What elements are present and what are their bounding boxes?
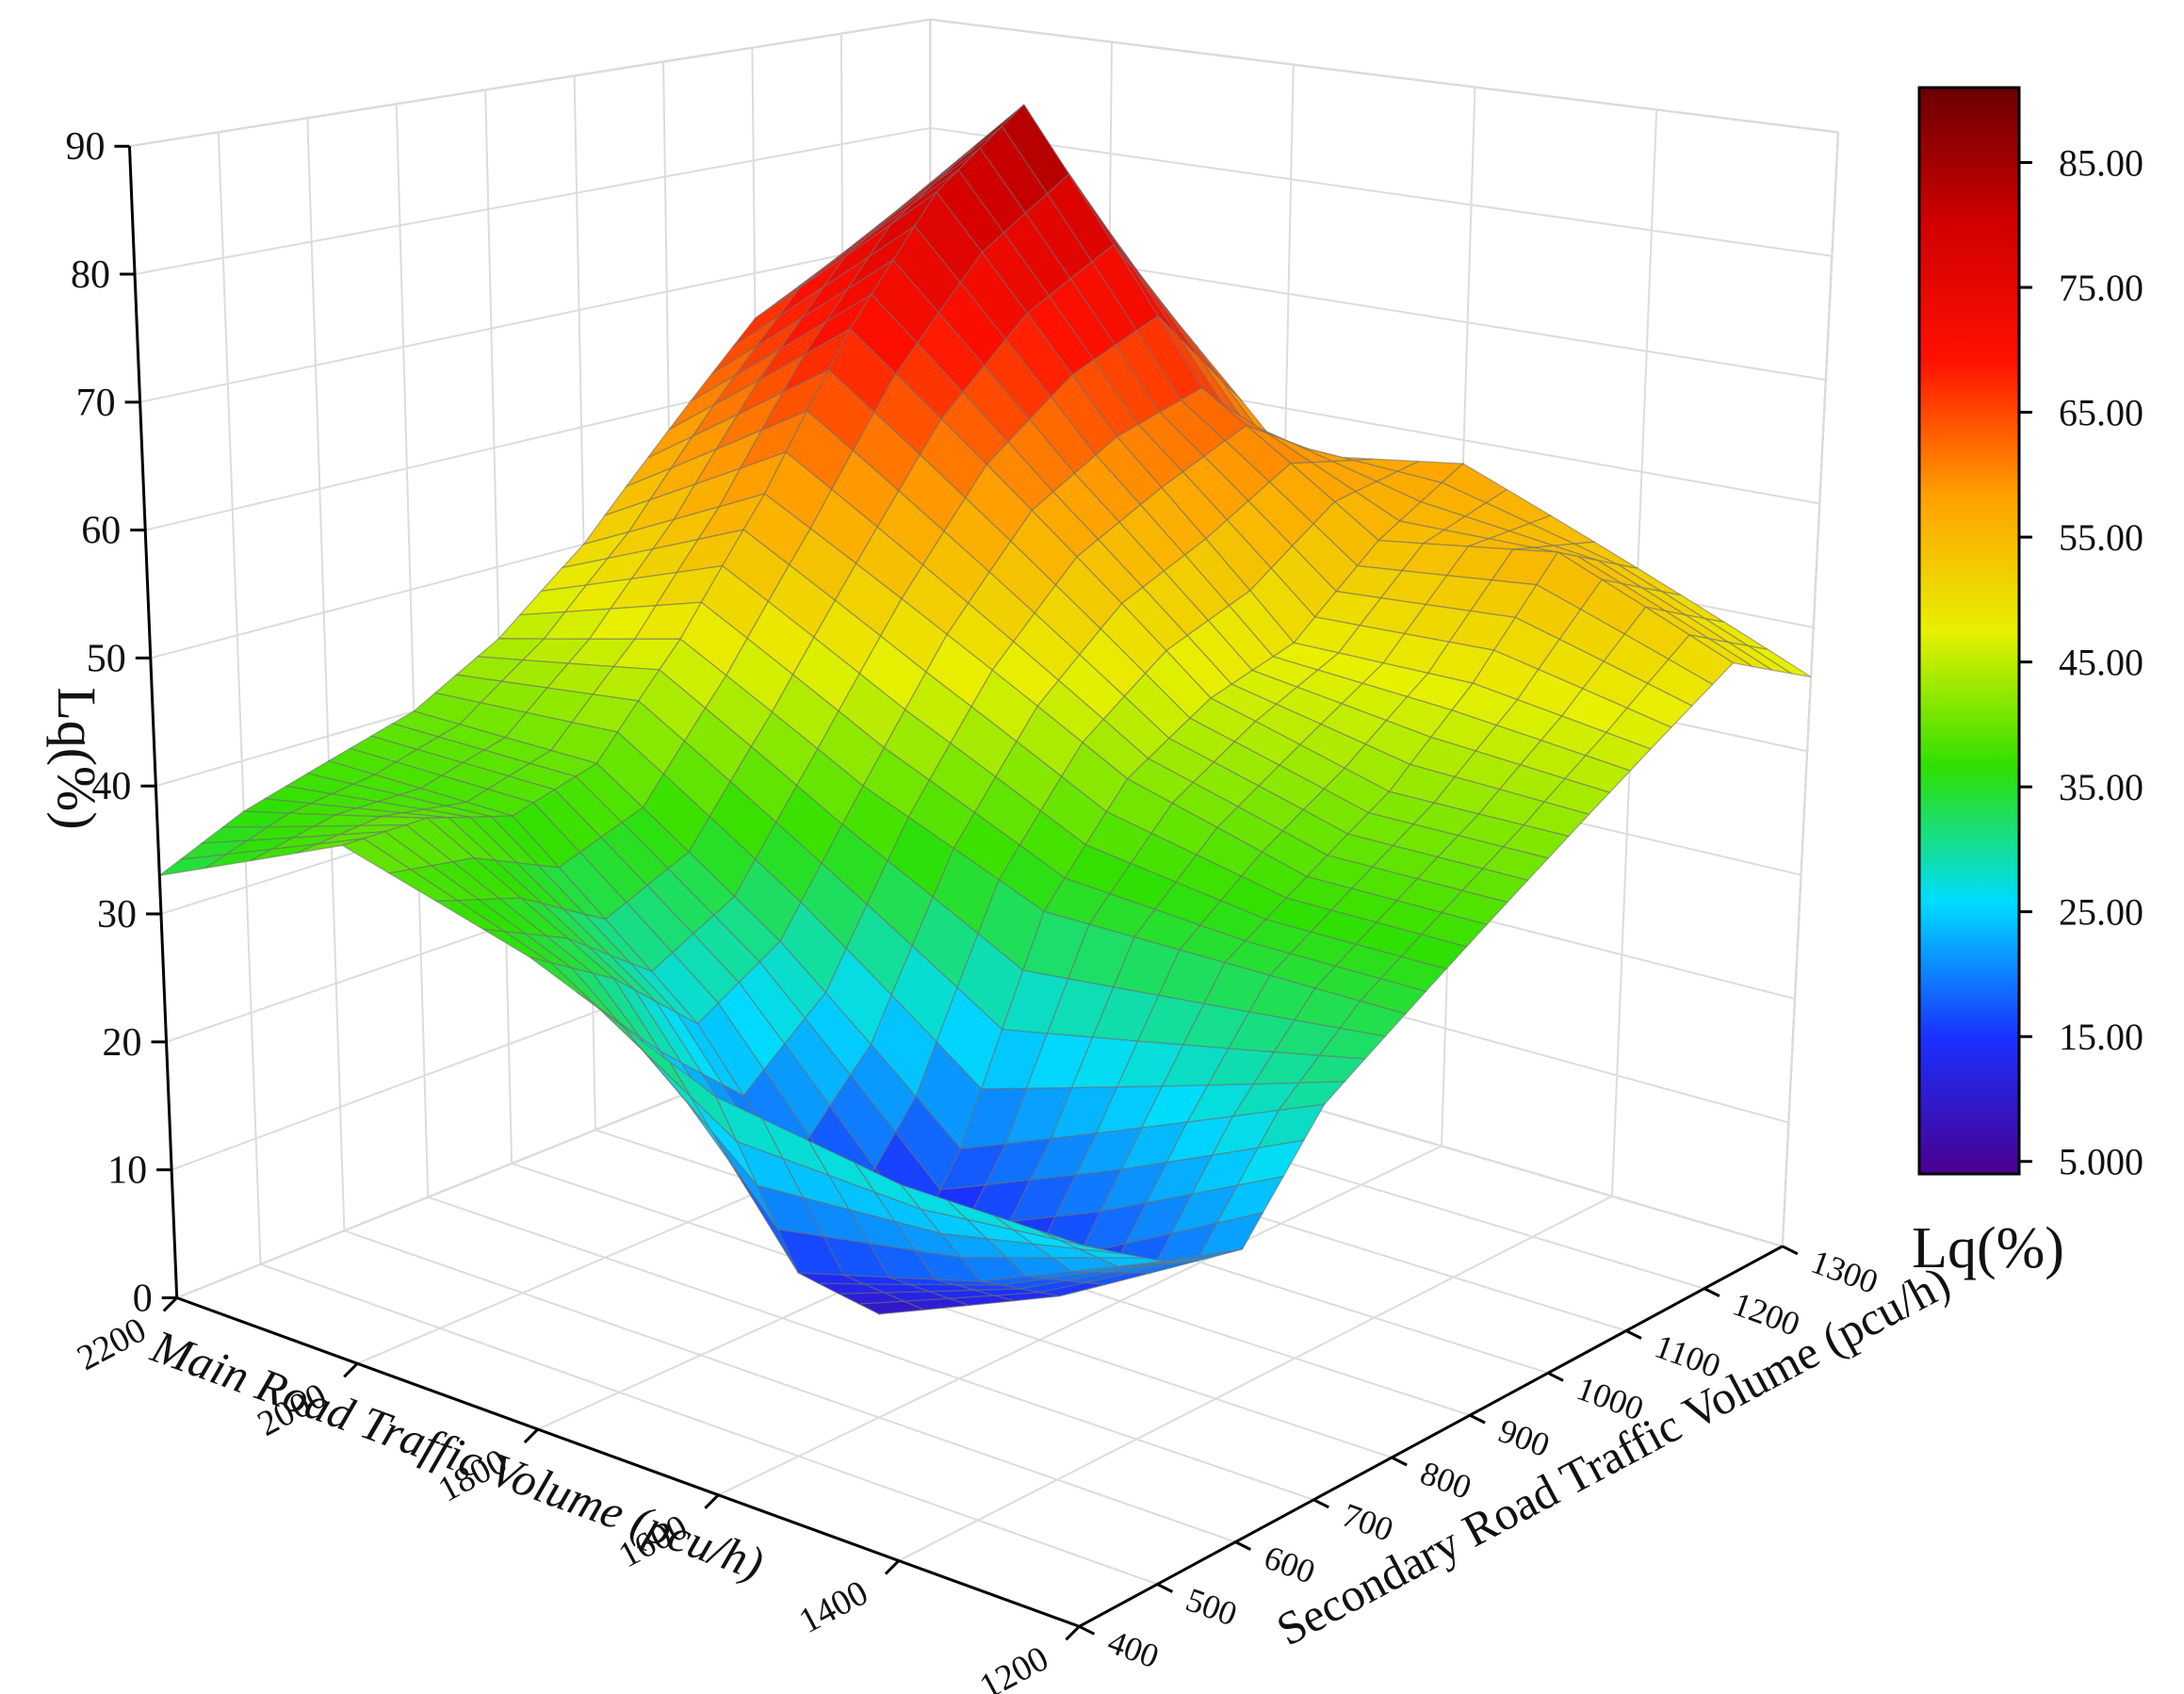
x-tick-label: 1200 [973, 1638, 1055, 1694]
z-tick-label: 20 [103, 1021, 142, 1065]
x-tick [704, 1493, 720, 1509]
grid-line [129, 18, 931, 148]
y-tick [1469, 1413, 1486, 1425]
y-tick [1234, 1540, 1251, 1551]
z-tick-label: 30 [97, 893, 137, 937]
grid-line [134, 126, 931, 275]
z-tick-label: 0 [133, 1277, 153, 1320]
colorbar-tick-label: 85.00 [2059, 142, 2143, 185]
z-tick-label: 60 [81, 510, 121, 553]
y-tick-label: 900 [1493, 1411, 1554, 1464]
y-tick [1078, 1624, 1096, 1636]
x-tick [523, 1427, 539, 1444]
grid-line [306, 118, 346, 1231]
z-tick-label: 50 [87, 637, 126, 680]
grid-line [930, 18, 1839, 134]
z-axis [127, 146, 179, 1298]
grid-line [898, 1195, 1613, 1562]
y-tick [1156, 1583, 1174, 1593]
colorbar-tick-label: 55.00 [2059, 516, 2143, 559]
y-tick-label: 800 [1415, 1454, 1475, 1507]
colorbar [1917, 86, 2021, 1176]
grid-line [930, 126, 1833, 257]
z-tick-label: 90 [65, 125, 105, 169]
colorbar-tick-label: 65.00 [2059, 392, 2143, 434]
x-tick [162, 1296, 178, 1312]
y-tick [1391, 1456, 1408, 1467]
grid-line [395, 104, 430, 1197]
grid-line [511, 1163, 1393, 1458]
colorbar-tick-label: 75.00 [2059, 267, 2143, 309]
y-axis [1078, 1245, 1784, 1628]
surface-patch [1039, 1230, 1106, 1251]
z-tick-label: 40 [91, 765, 131, 808]
x-tick [343, 1362, 359, 1378]
y-tick [1782, 1245, 1799, 1256]
x-axis [176, 1296, 1080, 1628]
y-tick-label: 700 [1338, 1496, 1398, 1549]
grid-line [260, 1262, 1158, 1586]
grid-line [427, 1196, 1314, 1501]
z-tick-label: 10 [107, 1149, 147, 1193]
z-tick-label: 80 [71, 253, 110, 297]
grid-line [484, 90, 513, 1164]
colorbar-tick-label: 15.00 [2059, 1016, 2143, 1058]
x-tick [884, 1559, 900, 1575]
y-tick [1547, 1371, 1564, 1382]
grid-line [217, 132, 262, 1264]
y-tick-label: 400 [1103, 1622, 1164, 1675]
y-tick [1703, 1287, 1720, 1297]
y-tick-label: 600 [1260, 1539, 1320, 1591]
y-tick-label: 500 [1182, 1580, 1242, 1633]
y-axis-title: Secondary Road Traffic Volume (pcu/h) [1268, 1256, 1959, 1656]
grid-line [717, 1145, 1442, 1496]
colorbar-tick-label: 45.00 [2059, 642, 2143, 684]
x-tick-label: 1400 [792, 1572, 874, 1641]
grid-line [1781, 132, 1839, 1246]
colorbar-tick-label: 25.00 [2059, 891, 2143, 934]
x-tick [1065, 1625, 1081, 1641]
z-tick-label: 70 [76, 382, 116, 425]
z-axis-title: Lq(%) [46, 687, 107, 829]
grid-line [139, 235, 931, 403]
y-tick [1625, 1329, 1642, 1340]
colorbar-tick-label: 5.000 [2059, 1141, 2143, 1183]
x-axis-title: Main Road Traffic Volume (pcu/h) [144, 1319, 771, 1590]
y-tick [1312, 1498, 1329, 1509]
colorbar-tick-label: 35.00 [2059, 766, 2143, 808]
colorbar-title: Lq(%) [1912, 1216, 2064, 1280]
grid-line [344, 1230, 1236, 1543]
